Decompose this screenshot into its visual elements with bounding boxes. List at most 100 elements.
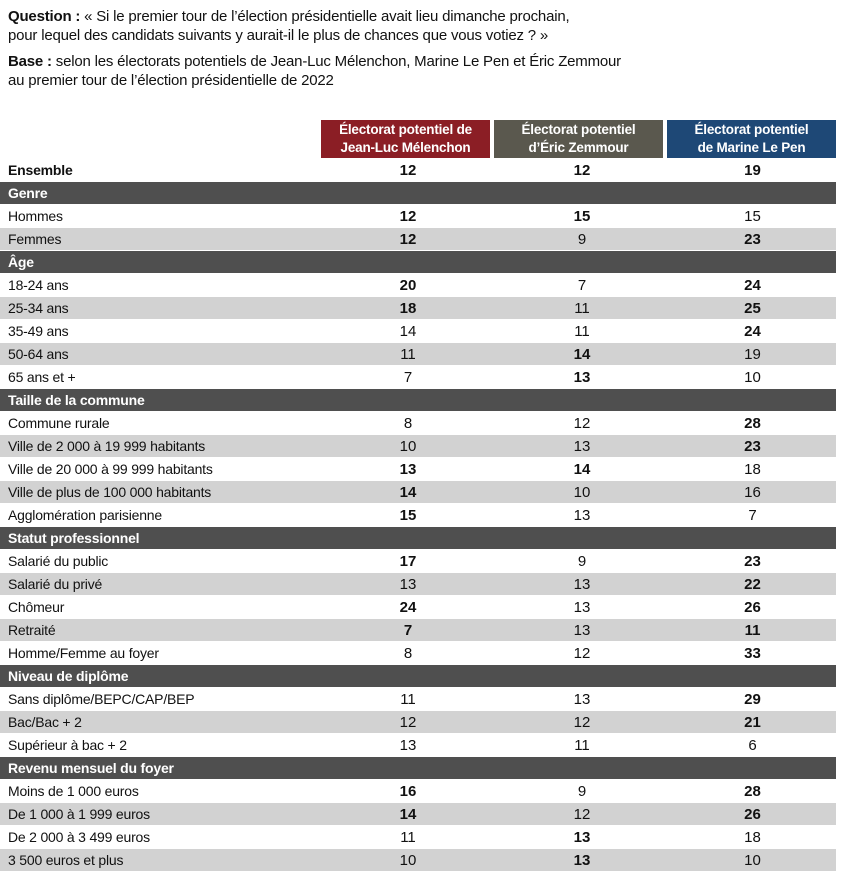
cell-value: 9 [577, 230, 587, 248]
row-label: De 1 000 à 1 999 euros [8, 806, 150, 822]
table-row: 18-24 ans 20 7 24 [0, 274, 836, 296]
cell-value: 18 [744, 828, 761, 846]
row-label: Retraité [8, 622, 56, 638]
cell-value: 25 [744, 299, 761, 317]
cell-value: 11 [574, 299, 590, 317]
cell-value: 23 [744, 437, 761, 455]
table-row: Ville de 2 000 à 19 999 habitants 10 13 23 [0, 435, 836, 457]
cell-value: 13 [573, 575, 591, 593]
row-label: Hommes [8, 208, 63, 224]
cell-value: 12 [573, 644, 591, 662]
table-row: 50-64 ans 11 14 19 [0, 343, 836, 365]
cell-value: 10 [399, 851, 417, 869]
cell-value: 13 [573, 621, 591, 639]
cell-value: 24 [744, 322, 761, 340]
section-label: Niveau de diplôme [8, 668, 129, 684]
cell-value: 19 [744, 161, 761, 179]
table-row: Homme/Femme au foyer 8 12 33 [0, 642, 836, 664]
intro-block: Question : « Si le premier tour de l’éle… [0, 0, 841, 90]
section-label: Statut professionnel [8, 530, 140, 546]
table-row: Retraité 7 13 11 [0, 619, 836, 641]
section-label: Revenu mensuel du foyer [8, 760, 174, 776]
row-label: Bac/Bac + 2 [8, 714, 82, 730]
row-label: 65 ans et + [8, 369, 76, 385]
row-label: Agglomération parisienne [8, 507, 162, 523]
row-label: 25-34 ans [8, 300, 69, 316]
cell-value: 26 [744, 598, 761, 616]
cell-value: 13 [573, 506, 591, 524]
cell-value: 18 [744, 460, 761, 478]
row-label: De 2 000 à 3 499 euros [8, 829, 150, 845]
cell-value: 13 [573, 851, 591, 869]
cell-value: 13 [399, 575, 417, 593]
question-paragraph: Question : « Si le premier tour de l’éle… [8, 7, 841, 45]
cell-value: 14 [399, 483, 417, 501]
table-row: Sans diplôme/BEPC/CAP/BEP 11 13 29 [0, 688, 836, 710]
cell-value: 12 [399, 230, 417, 248]
cell-value: 11 [400, 828, 416, 846]
cell-value: 11 [574, 322, 590, 340]
cell-value: 13 [573, 437, 591, 455]
cell-value: 18 [399, 299, 417, 317]
table-row: Ville de 20 000 à 99 999 habitants 13 14 18 [0, 458, 836, 480]
section-label: Âge [8, 254, 34, 270]
section-row: Genre [0, 182, 836, 204]
table-row: De 1 000 à 1 999 euros 14 12 26 [0, 803, 836, 825]
row-label: Femmes [8, 231, 62, 247]
cell-value: 29 [744, 690, 761, 708]
cell-value: 13 [573, 598, 591, 616]
cell-value: 7 [403, 368, 413, 386]
row-label: Ville de 20 000 à 99 999 habitants [8, 461, 213, 477]
cell-value: 9 [577, 552, 587, 570]
column-header-lepen: Électorat potentiel de Marine Le Pen [667, 120, 836, 158]
row-label: Homme/Femme au foyer [8, 645, 159, 661]
cell-value: 10 [399, 437, 417, 455]
row-label: 18-24 ans [8, 277, 69, 293]
column-header-zemmour: Électorat potentiel d’Éric Zemmour [494, 120, 663, 158]
table-row: Agglomération parisienne 15 13 7 [0, 504, 836, 526]
cell-value: 12 [399, 207, 417, 225]
row-label: 50-64 ans [8, 346, 69, 362]
cell-value: 10 [573, 483, 591, 501]
cell-value: 28 [744, 414, 761, 432]
table-row: 35-49 ans 14 11 24 [0, 320, 836, 342]
cell-value: 23 [744, 230, 761, 248]
cell-value: 12 [399, 161, 417, 179]
cell-value: 13 [573, 368, 591, 386]
table-row: De 2 000 à 3 499 euros 11 13 18 [0, 826, 836, 848]
base-paragraph: Base : selon les électorats potentiels d… [8, 52, 841, 90]
cell-value: 11 [744, 621, 761, 639]
row-label: Sans diplôme/BEPC/CAP/BEP [8, 691, 195, 707]
cell-value: 33 [744, 644, 761, 662]
table-row: Chômeur 24 13 26 [0, 596, 836, 618]
cell-value: 19 [744, 345, 761, 363]
row-label: 3 500 euros et plus [8, 852, 124, 868]
cell-value: 13 [573, 828, 591, 846]
cell-value: 15 [744, 207, 761, 225]
section-row: Âge [0, 251, 836, 273]
row-label: Moins de 1 000 euros [8, 783, 139, 799]
row-label: Ensemble [8, 162, 73, 178]
cell-value: 17 [399, 552, 417, 570]
row-label: Salarié du public [8, 553, 109, 569]
cell-value: 14 [399, 805, 417, 823]
question-text: « Si le premier tour de l’élection prési… [8, 8, 570, 44]
row-label: Chômeur [8, 599, 65, 615]
cell-value: 12 [573, 805, 591, 823]
table-row: Bac/Bac + 2 12 12 21 [0, 711, 836, 733]
cell-value: 24 [399, 598, 417, 616]
cell-value: 26 [744, 805, 761, 823]
cell-value: 13 [399, 736, 417, 754]
cell-value: 21 [744, 713, 761, 731]
section-row: Taille de la commune [0, 389, 836, 411]
cell-value: 8 [403, 644, 413, 662]
cell-value: 7 [403, 621, 413, 639]
table-body: Ensemble 12 12 19 Genre Hommes 12 15 15 Femmes 12 9… [0, 159, 841, 871]
cell-value: 6 [748, 736, 757, 754]
base-label: Base : [8, 53, 52, 70]
cell-value: 11 [574, 736, 590, 754]
cell-value: 12 [399, 713, 417, 731]
table-row: Ville de plus de 100 000 habitants 14 10 16 [0, 481, 836, 503]
table-row: Supérieur à bac + 2 13 11 6 [0, 734, 836, 756]
